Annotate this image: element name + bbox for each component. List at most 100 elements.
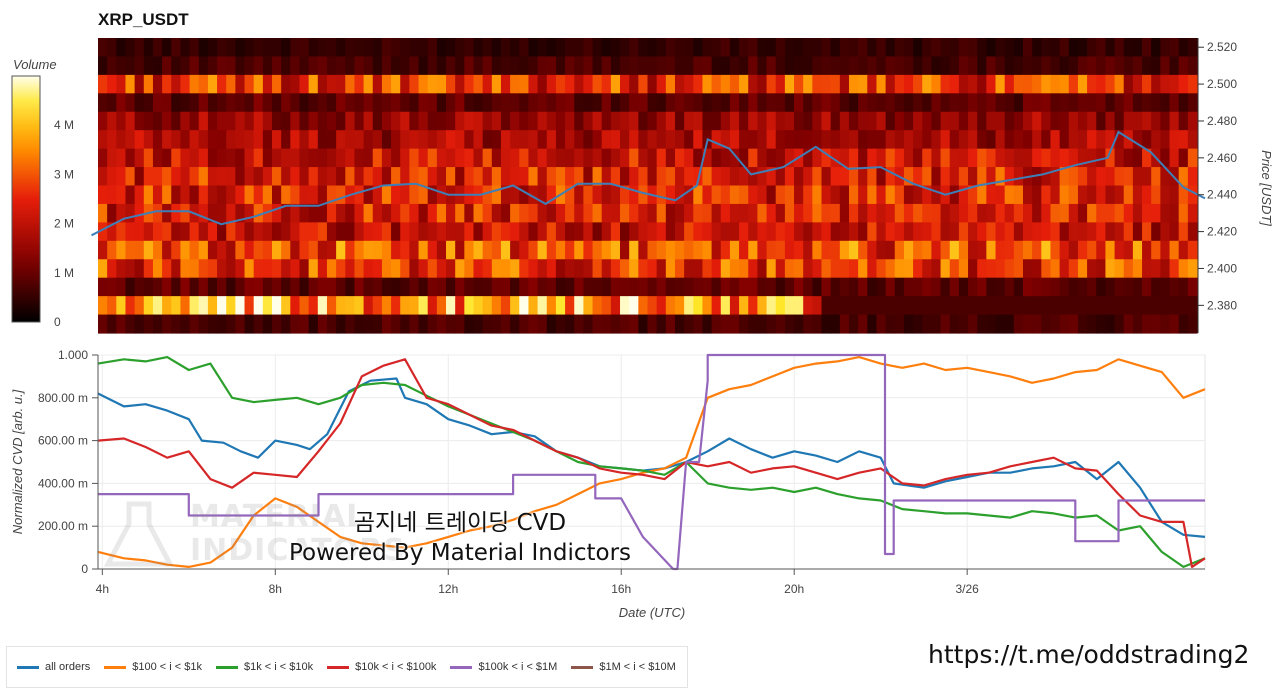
heatmap-cell xyxy=(674,277,685,297)
heatmap-cell xyxy=(171,277,182,297)
heatmap-cell xyxy=(574,185,584,205)
legend-item[interactable]: $100k < i < $1M xyxy=(450,661,557,673)
heatmap-cell xyxy=(171,259,182,279)
heatmap-cell xyxy=(684,148,694,168)
heatmap-cell xyxy=(336,314,346,334)
legend-item[interactable]: $100 < i < $1k xyxy=(104,661,202,673)
heatmap-cell xyxy=(794,296,804,316)
heatmap-cell xyxy=(1022,203,1033,223)
heatmap-cell xyxy=(400,111,410,131)
heatmap-cell xyxy=(253,56,264,76)
heatmap-cell xyxy=(729,38,740,58)
heatmap-cell xyxy=(876,56,887,76)
heatmap-cell xyxy=(885,277,896,297)
heatmap-cell xyxy=(1132,167,1143,187)
heatmap-cell xyxy=(565,56,575,76)
heatmap-cell xyxy=(281,111,291,131)
legend-item[interactable]: $10k < i < $100k xyxy=(327,661,436,673)
heatmap-cell xyxy=(601,222,612,242)
heatmap-cell xyxy=(922,111,933,131)
heatmap-cell xyxy=(922,240,933,260)
heatmap-cell xyxy=(885,203,896,223)
heatmap-cell xyxy=(354,93,365,113)
heatmap-cell xyxy=(1096,167,1107,187)
legend-item[interactable]: all orders xyxy=(17,661,90,673)
heatmap-cell xyxy=(949,111,960,131)
heatmap-cell xyxy=(610,167,621,187)
legend-item[interactable]: $1M < i < $10M xyxy=(571,661,676,673)
heatmap-cell xyxy=(1050,148,1061,168)
heatmap-cell xyxy=(189,93,200,113)
heatmap-cell xyxy=(922,130,933,150)
heatmap-cell xyxy=(1105,93,1116,113)
heatmap-cell xyxy=(766,56,777,76)
heatmap-cell xyxy=(1151,93,1161,113)
heatmap-cell xyxy=(98,93,108,113)
legend-item[interactable]: $1k < i < $10k xyxy=(215,661,313,673)
heatmap-cell xyxy=(1142,56,1152,76)
heatmap-cell xyxy=(968,277,978,297)
heatmap-cell xyxy=(1041,203,1052,223)
heatmap-cell xyxy=(812,259,823,279)
heatmap-cell xyxy=(848,296,859,316)
heatmap-cell xyxy=(427,222,438,242)
heatmap-cell xyxy=(226,167,236,187)
heatmap-cell xyxy=(171,148,182,168)
heatmap-cell xyxy=(171,240,182,260)
heatmap-cell xyxy=(1032,38,1042,58)
heatmap-cell xyxy=(455,314,465,334)
heatmap-cell xyxy=(940,130,951,150)
heatmap-cell xyxy=(638,74,649,94)
heatmap-cell xyxy=(134,259,145,279)
cvd-plot-area xyxy=(97,354,1206,570)
heatmap-cell xyxy=(125,130,136,150)
heatmap-cell xyxy=(217,38,227,58)
heatmap-cell xyxy=(775,38,786,58)
heatmap-cell xyxy=(455,111,465,131)
heatmap-cell xyxy=(1087,130,1097,150)
heatmap-cell xyxy=(885,130,896,150)
heatmap-cell xyxy=(189,56,200,76)
heatmap-cell xyxy=(317,74,328,94)
heatmap-cell xyxy=(592,240,603,260)
heatmap-cell xyxy=(1022,130,1033,150)
heatmap-cell xyxy=(1123,203,1134,223)
heatmap-cell xyxy=(317,240,328,260)
heatmap-cell xyxy=(1068,222,1079,242)
heatmap-cell xyxy=(665,93,676,113)
heatmap-cell xyxy=(1142,111,1152,131)
heatmap-cell xyxy=(446,148,456,168)
heatmap-cell xyxy=(583,111,594,131)
heatmap-cell xyxy=(995,314,1006,334)
heatmap-cell xyxy=(949,314,960,334)
heatmap-cell xyxy=(1050,38,1061,58)
heatmap-cell xyxy=(1068,259,1079,279)
heatmap-cell xyxy=(107,148,117,168)
heatmap-cell xyxy=(436,203,447,223)
heatmap-cell xyxy=(803,259,813,279)
heatmap-cell xyxy=(812,296,823,316)
heatmap-cell xyxy=(1041,240,1052,260)
heatmap-cell xyxy=(217,259,227,279)
telegram-link[interactable]: https://t.me/oddstrading2 xyxy=(928,640,1250,669)
colorbar-ticks: 01 M2 M3 M4 M xyxy=(54,118,74,329)
heatmap-cell xyxy=(784,74,795,94)
heatmap-cell xyxy=(766,130,777,150)
heatmap-cell xyxy=(418,296,429,316)
heatmap-cell xyxy=(592,259,603,279)
heatmap-cell xyxy=(1132,314,1143,334)
heatmap-cell xyxy=(693,314,704,334)
heatmap-cell xyxy=(400,167,410,187)
heatmap-cell xyxy=(482,38,493,58)
heatmap-cell xyxy=(1160,222,1171,242)
heatmap-cell xyxy=(363,240,374,260)
heatmap-cell xyxy=(949,259,960,279)
heatmap-cell xyxy=(620,203,630,223)
heatmap-cell xyxy=(1050,56,1061,76)
heatmap-cell xyxy=(345,148,356,168)
heatmap-cell xyxy=(693,111,704,131)
heatmap-cell xyxy=(574,38,584,58)
heatmap-cell xyxy=(400,38,410,58)
heatmap-cell xyxy=(272,296,282,316)
heatmap-cell xyxy=(885,38,896,58)
